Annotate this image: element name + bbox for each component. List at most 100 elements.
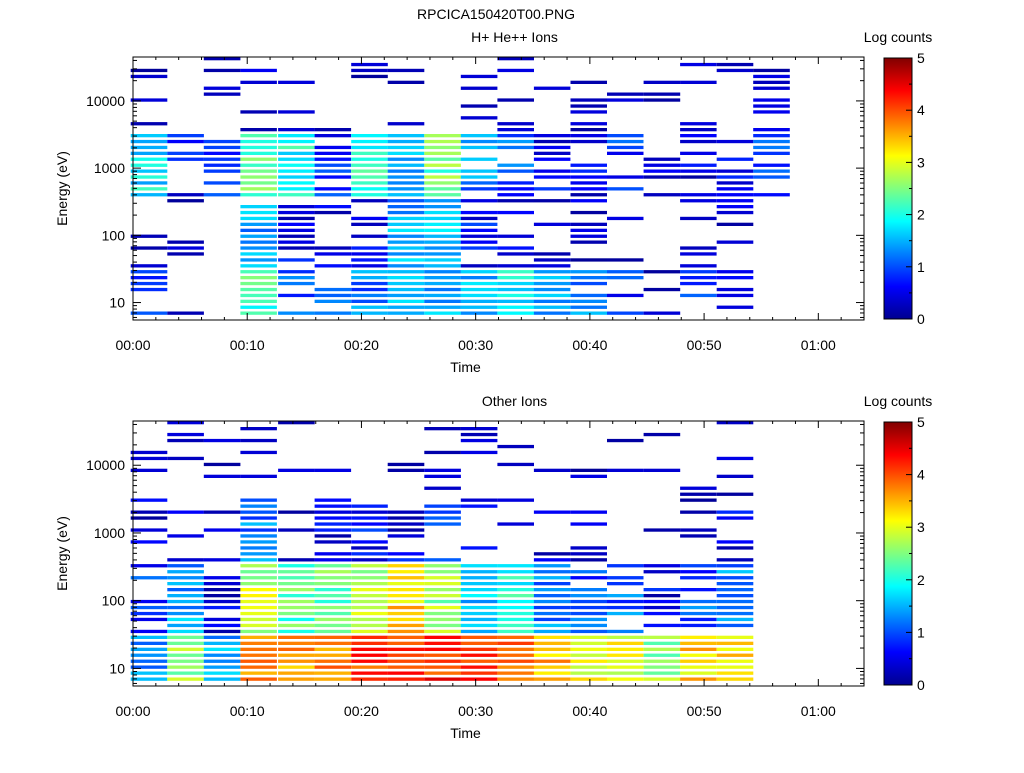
heatmap-cell: [570, 98, 607, 102]
heatmap-cell: [424, 516, 461, 520]
heatmap-cell: [387, 187, 425, 191]
heatmap-cell: [570, 599, 607, 604]
heatmap-cell: [351, 605, 388, 610]
heatmap-cell: [167, 246, 204, 250]
heatmap-cell: [424, 246, 461, 250]
heatmap-cell: [716, 588, 754, 592]
heatmap-cell: [460, 498, 498, 502]
heatmap-cell: [607, 582, 644, 586]
heatmap-cell: [716, 293, 754, 298]
heatmap-cell: [314, 558, 352, 562]
heatmap-cell: [203, 474, 241, 478]
heatmap-cell: [351, 671, 388, 675]
heatmap-cell: [203, 438, 241, 443]
heatmap-cell: [680, 80, 717, 84]
heatmap-cell: [424, 629, 461, 634]
heatmap-cell: [753, 151, 790, 155]
heatmap-cell: [570, 305, 607, 309]
heatmap-cell: [570, 653, 607, 657]
heatmap-cell: [607, 629, 644, 634]
heatmap-cell: [130, 122, 168, 126]
heatmap-cell: [130, 599, 168, 604]
heatmap-cell: [460, 222, 498, 226]
heatmap-cell: [570, 240, 607, 244]
heatmap-cell: [716, 594, 754, 598]
heatmap-cell: [314, 540, 352, 544]
heatmap-cell: [497, 293, 534, 298]
colorbar-tick-label: 5: [917, 414, 925, 430]
heatmap-cell: [424, 281, 461, 286]
heatmap-cell: [130, 671, 168, 675]
x-axis-label: Time: [450, 359, 481, 375]
x-tick-label: 00:50: [687, 703, 722, 719]
heatmap-cell: [351, 287, 388, 292]
colorbar-tick-label: 5: [917, 50, 925, 66]
heatmap-cell: [314, 252, 352, 256]
heatmap-cell: [716, 181, 754, 185]
heatmap-cell: [753, 68, 790, 73]
heatmap-cell: [278, 151, 315, 155]
heatmap-cell: [351, 222, 388, 226]
heatmap-cell: [167, 139, 204, 144]
heatmap-cell: [130, 564, 168, 568]
heatmap-cell: [570, 659, 607, 663]
heatmap-cell: [387, 258, 425, 262]
heatmap-cell: [203, 629, 241, 634]
heatmap-cell: [570, 128, 607, 132]
heatmap-cell: [240, 659, 277, 663]
heatmap-cell: [570, 635, 607, 639]
heatmap-cell: [716, 564, 754, 568]
heatmap-cell: [570, 647, 607, 651]
heatmap-cell: [314, 588, 352, 592]
x-tick-label: 00:20: [344, 703, 379, 719]
heatmap-cell: [533, 175, 571, 179]
heatmap-cell: [240, 216, 277, 221]
heatmap-cell: [607, 605, 644, 610]
heatmap-cell: [680, 281, 717, 286]
heatmap-cell: [351, 293, 388, 298]
heatmap-cell: [424, 558, 461, 562]
heatmap-cell: [424, 635, 461, 639]
heatmap-cell: [570, 611, 607, 616]
heatmap-cell: [240, 534, 277, 538]
heatmap-cell: [607, 270, 644, 274]
heatmap-cell: [314, 210, 352, 215]
heatmap-cell: [460, 659, 498, 663]
x-tick-label: 01:00: [801, 337, 836, 353]
heatmap-cell: [716, 576, 754, 580]
heatmap-cell: [278, 647, 315, 651]
heatmap-cell: [387, 299, 425, 303]
heatmap-cell: [167, 647, 204, 651]
heatmap-cell: [497, 617, 534, 622]
heatmap-cell: [130, 175, 168, 179]
heatmap-cell: [314, 641, 352, 645]
heatmap-cell: [167, 193, 204, 197]
heatmap-cell: [680, 216, 717, 221]
heatmap-cell: [497, 629, 534, 634]
heatmap-cell: [497, 588, 534, 592]
heatmap-cell: [607, 139, 644, 144]
heatmap-cell: [570, 199, 607, 203]
heatmap-cell: [278, 665, 315, 669]
heatmap-cell: [167, 623, 204, 628]
heatmap-cell: [460, 216, 498, 221]
heatmap-cell: [424, 522, 461, 526]
heatmap-cell: [716, 205, 754, 209]
heatmap-cell: [716, 546, 754, 550]
heatmap-cell: [351, 281, 388, 286]
heatmap-cell: [314, 468, 352, 472]
heatmap-cell: [716, 456, 754, 461]
x-tick-label: 00:10: [230, 337, 265, 353]
heatmap-cell: [533, 287, 571, 292]
heatmap-cell: [314, 504, 352, 508]
heatmap-cell: [387, 552, 425, 556]
heatmap-cell: [497, 647, 534, 651]
heatmap-cell: [680, 659, 717, 663]
heatmap-cell: [240, 252, 277, 256]
heatmap-cell: [533, 145, 571, 150]
heatmap-cell: [387, 468, 425, 472]
heatmap-cell: [716, 222, 754, 226]
heatmap-cell: [497, 57, 534, 61]
heatmap-cell: [278, 582, 315, 586]
heatmap-cell: [130, 151, 168, 155]
